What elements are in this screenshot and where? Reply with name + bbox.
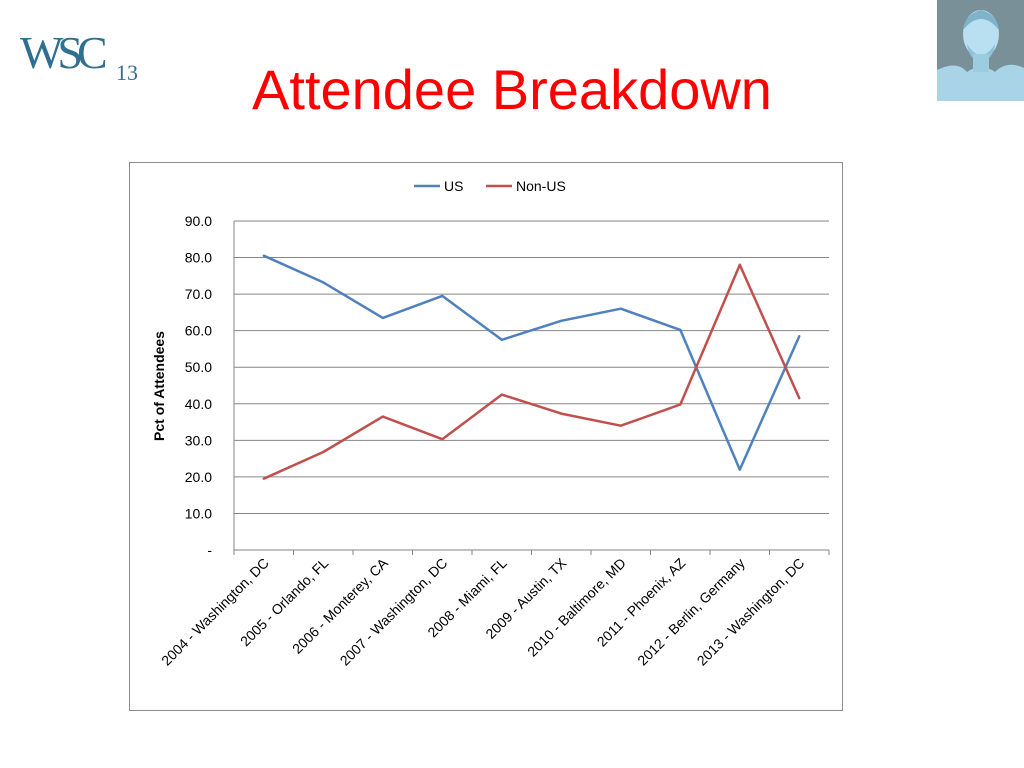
logo-text: WSC [20,27,106,78]
legend-label: US [444,178,463,194]
page-title: Attendee Breakdown [252,58,772,121]
data-point [619,424,622,427]
wsc13-logo-icon: WSC 13 [20,27,138,85]
x-tick-label: 2004 - Washington, DC [158,555,272,669]
data-point [560,319,563,322]
data-point [560,412,563,415]
y-tick-label: 10.0 [185,505,212,521]
y-tick-label: 20.0 [185,469,212,485]
y-axis-label: Pct of Attendees [151,331,167,441]
y-tick-label: 60.0 [185,323,212,339]
data-point [798,334,801,338]
data-point [381,316,384,320]
data-point [798,397,801,400]
data-point [679,328,682,332]
data-point [500,338,503,342]
data-point [262,477,265,480]
chart-panel: - 10.0 20.0 30.0 40.0 50.0 60.0 70.0 80.0 90.0 20… [129,162,843,711]
lincoln-memorial-portrait-icon [937,0,1024,101]
y-tick-label: 80.0 [185,250,212,266]
y-tick-label: - [207,542,212,558]
x-tick-label: 2013 - Washington, DC [694,555,808,669]
data-point [738,468,741,471]
y-tick-label: 30.0 [185,432,212,448]
x-tick-label: 2010 - Baltimore, MD [524,555,629,660]
data-point [738,263,741,267]
data-point [679,403,682,406]
logo-year: 13 [116,60,138,85]
data-point [619,307,622,310]
line-chart: - 10.0 20.0 30.0 40.0 50.0 60.0 70.0 80.0 90.0 20… [151,178,830,669]
series-line-0 [263,254,801,471]
data-point [381,415,384,418]
data-point [322,450,325,454]
x-tick-label: 2012 - Berlin, Germany [634,555,748,669]
data-point [500,393,503,396]
series-line-1 [263,263,801,480]
data-point [262,254,265,257]
data-point [322,281,325,284]
data-point [441,294,444,298]
data-point [441,438,444,441]
y-tick-label: 50.0 [185,359,212,375]
y-tick-label: 70.0 [185,286,212,302]
x-tick-label: 2007 - Washington, DC [337,555,451,669]
legend-label: Non-US [516,178,566,194]
y-tick-label: 40.0 [185,396,212,412]
y-tick-label: 90.0 [185,213,212,229]
